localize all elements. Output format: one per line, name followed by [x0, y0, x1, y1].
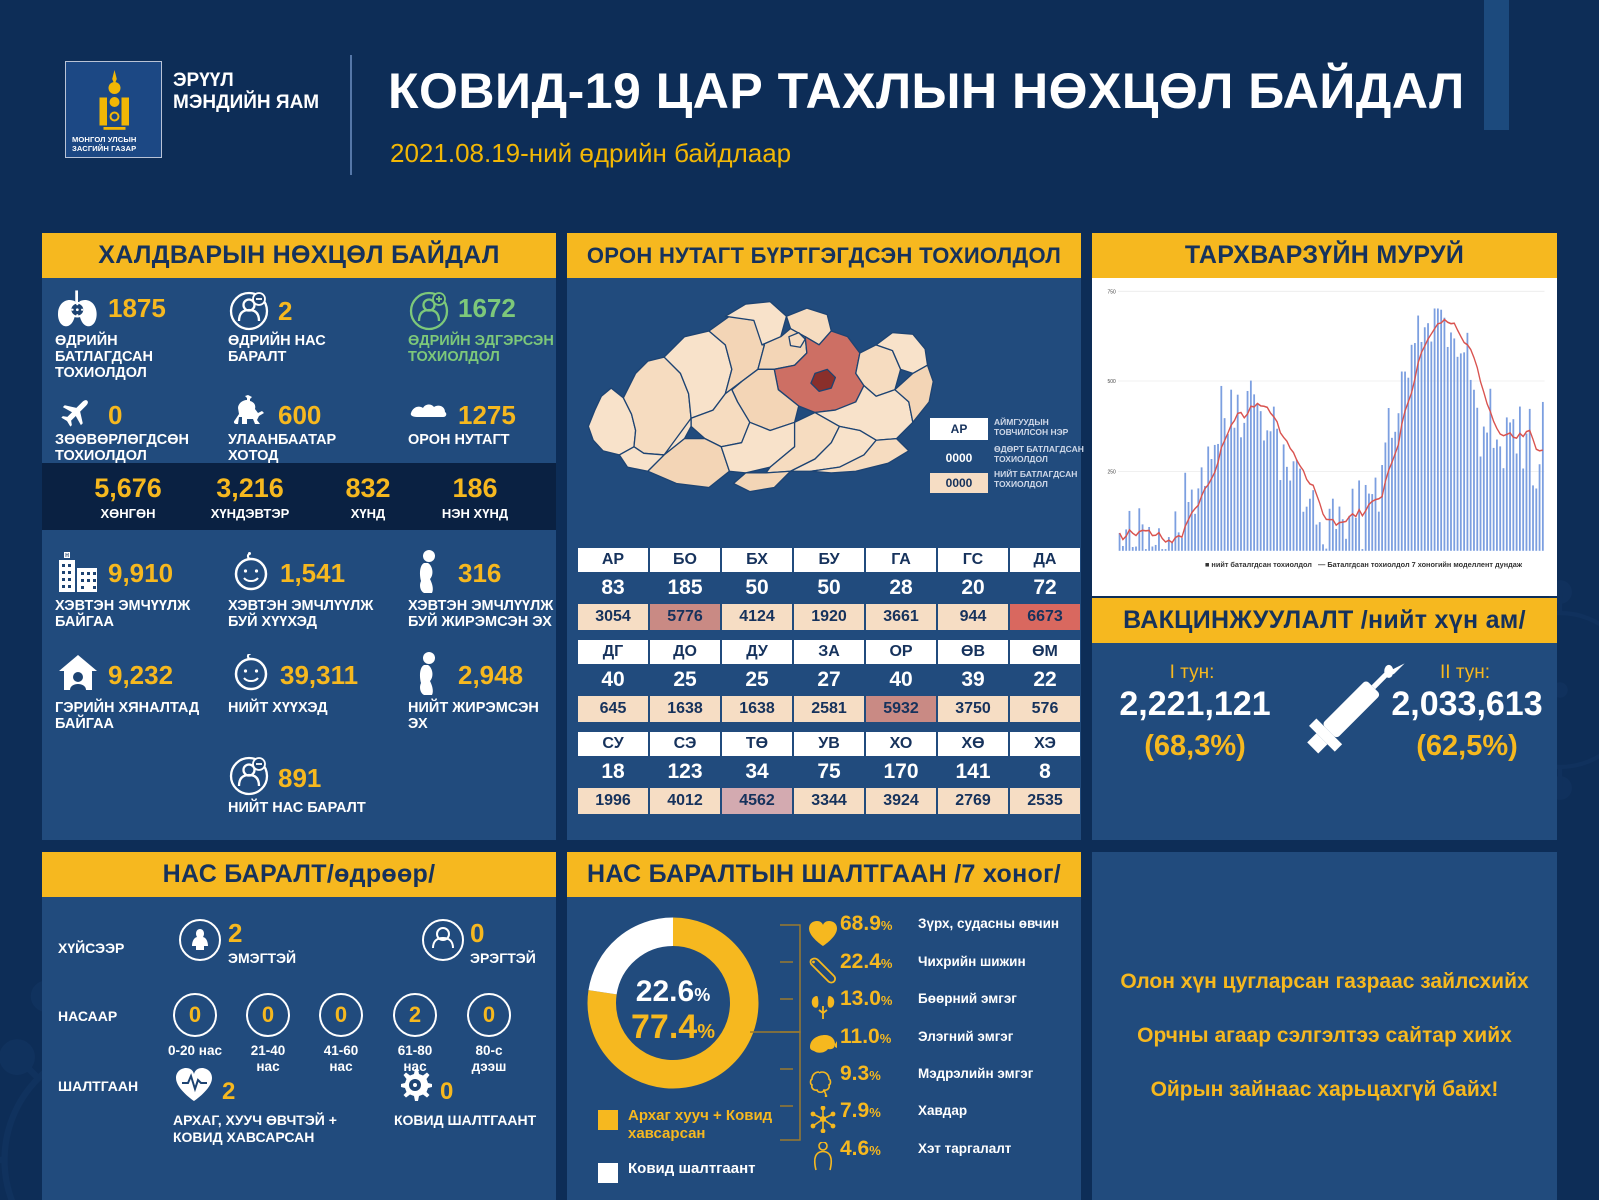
- svg-text:250: 250: [1107, 469, 1115, 475]
- svg-text:750: 750: [1107, 289, 1115, 295]
- svg-text:500: 500: [1107, 379, 1115, 385]
- svg-text:H: H: [65, 553, 69, 559]
